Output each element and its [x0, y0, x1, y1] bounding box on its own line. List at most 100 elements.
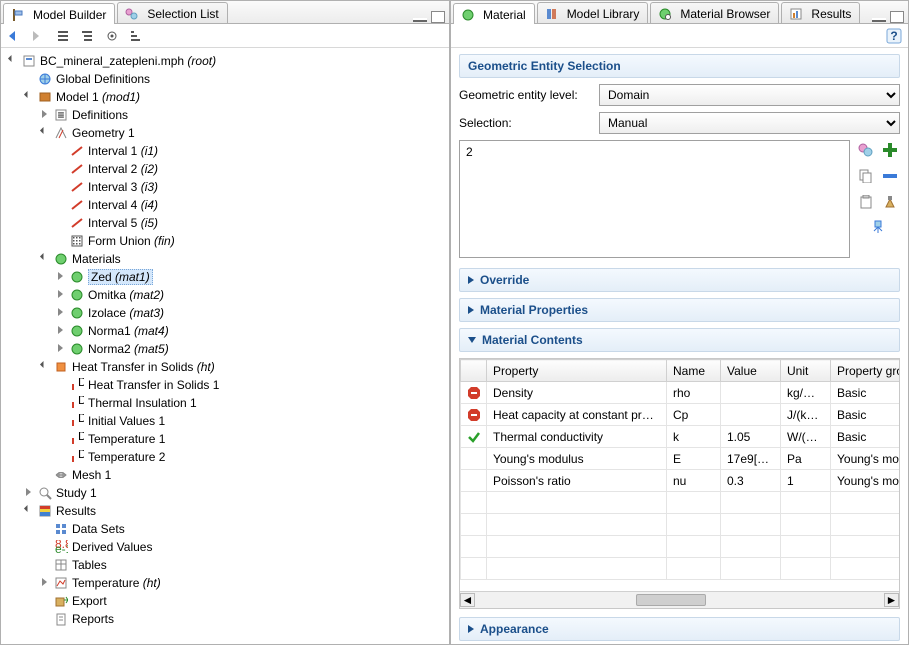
selection-label: Selection: — [459, 116, 599, 130]
section-geometric-entity[interactable]: Geometric Entity Selection — [459, 54, 900, 78]
value-cell[interactable]: 17e9[Pa] — [721, 448, 781, 470]
tab-model-builder[interactable]: Model Builder — [3, 3, 115, 24]
selection-select[interactable]: Manual — [599, 112, 900, 134]
chevron-right-icon — [468, 306, 474, 314]
tree-geometry[interactable]: Geometry 1 — [3, 124, 447, 142]
tree-interval-4[interactable]: Interval 4 (i4) — [3, 196, 447, 214]
show-button[interactable] — [103, 27, 121, 45]
table-row[interactable]: Heat capacity at constant pr…CpJ/(kg…Bas… — [461, 404, 900, 426]
tree-material-5[interactable]: Norma2 (mat5) — [3, 340, 447, 358]
tree-heat-child-2[interactable]: DThermal Insulation 1 — [3, 394, 447, 412]
tree-results-child-5[interactable]: Export — [3, 592, 447, 610]
horizontal-scrollbar[interactable]: ◄ ► — [460, 591, 899, 608]
col-header[interactable]: Property group — [831, 360, 900, 382]
table-row — [461, 558, 900, 580]
forward-button[interactable] — [31, 27, 49, 45]
maximize-icon[interactable] — [431, 11, 445, 23]
minimize-icon[interactable] — [872, 18, 886, 22]
remove-icon[interactable] — [880, 166, 900, 186]
value-cell[interactable]: 1.05 — [721, 426, 781, 448]
collapse-all-button[interactable] — [55, 27, 73, 45]
value-cell[interactable] — [721, 404, 781, 426]
section-material-contents[interactable]: Material Contents — [459, 328, 900, 352]
col-header[interactable] — [461, 360, 487, 382]
tree-interval-2[interactable]: Interval 2 (i2) — [3, 160, 447, 178]
tree-heat-child-5[interactable]: DTemperature 2 — [3, 448, 447, 466]
tree-heat-transfer[interactable]: Heat Transfer in Solids (ht) — [3, 358, 447, 376]
tree-results-child-3[interactable]: Tables — [3, 556, 447, 574]
tab-selection-list[interactable]: Selection List — [117, 2, 227, 23]
tree-results[interactable]: Results — [3, 502, 447, 520]
expand-all-button[interactable] — [79, 27, 97, 45]
maximize-icon[interactable] — [890, 11, 904, 23]
contents-table[interactable]: PropertyNameValueUnitProperty groupDensi… — [460, 359, 899, 580]
tree-model[interactable]: Model 1 (mod1) — [3, 88, 447, 106]
name-cell: Cp — [667, 404, 721, 426]
tree-interval-3[interactable]: Interval 3 (i3) — [3, 178, 447, 196]
section-override[interactable]: Override — [459, 268, 900, 292]
tree-root[interactable]: BC_mineral_zatepleni.mph (root) — [3, 52, 447, 70]
tree-mesh[interactable]: Mesh 1 — [3, 466, 447, 484]
entity-level-select[interactable]: Domain — [599, 84, 900, 106]
section-appearance[interactable]: Appearance — [459, 617, 900, 641]
col-header[interactable]: Unit — [781, 360, 831, 382]
value-cell[interactable] — [721, 382, 781, 404]
create-selection-icon[interactable] — [856, 140, 876, 160]
name-cell: nu — [667, 470, 721, 492]
tree-label: Materials — [72, 252, 121, 266]
help-button[interactable]: ? — [886, 28, 902, 44]
tree-form-union[interactable]: Form Union (fin) — [3, 232, 447, 250]
scroll-left-icon[interactable]: ◄ — [460, 593, 475, 607]
tree-material-3[interactable]: Izolace (mat3) — [3, 304, 447, 322]
tree-study[interactable]: Study 1 — [3, 484, 447, 502]
tree-results-child-1[interactable]: Data Sets — [3, 520, 447, 538]
tree-interval-5[interactable]: Interval 5 (i5) — [3, 214, 447, 232]
selection-listbox[interactable]: 2 — [459, 140, 850, 258]
tree-label: Reports — [72, 612, 114, 626]
sort-button[interactable] — [127, 27, 145, 45]
tree-results-child-2[interactable]: 8.85e-12Derived Values — [3, 538, 447, 556]
tree-heat-child-4[interactable]: DTemperature 1 — [3, 430, 447, 448]
entity-level-label: Geometric entity level: — [459, 88, 599, 102]
selection-list-row: 2 — [459, 140, 900, 258]
tree-material-2[interactable]: Omitka (mat2) — [3, 286, 447, 304]
table-row[interactable]: Poisson's rationu0.31Young's modulus — [461, 470, 900, 492]
tab-material[interactable]: Material — [453, 3, 535, 24]
tree-definitions[interactable]: ≡Definitions — [3, 106, 447, 124]
tree-global-definitions[interactable]: Global Definitions — [3, 70, 447, 88]
tab-model-library[interactable]: Model Library — [537, 2, 649, 23]
tree-interval-1[interactable]: Interval 1 (i1) — [3, 142, 447, 160]
table-row[interactable]: Thermal conductivityk1.05W/(…Basic — [461, 426, 900, 448]
tree-results-child-4[interactable]: Temperature (ht) — [3, 574, 447, 592]
section-material-properties[interactable]: Material Properties — [459, 298, 900, 322]
paste-icon[interactable] — [856, 192, 876, 212]
tree-materials[interactable]: Materials — [3, 250, 447, 268]
back-button[interactable] — [7, 27, 25, 45]
tree-heat-child-3[interactable]: DInitial Values 1 — [3, 412, 447, 430]
material-browser-icon — [657, 6, 673, 22]
table-row[interactable]: Densityrhokg/…Basic — [461, 382, 900, 404]
add-icon[interactable] — [880, 140, 900, 160]
tree-icon: D — [69, 395, 85, 411]
table-row[interactable]: Young's modulusE17e9[Pa]PaYoung's modulu… — [461, 448, 900, 470]
tree-results-child-6[interactable]: Reports — [3, 610, 447, 628]
selection-item[interactable]: 2 — [466, 145, 843, 159]
value-cell[interactable]: 0.3 — [721, 470, 781, 492]
copy-icon[interactable] — [856, 166, 876, 186]
tree-material-1[interactable]: Zed (mat1) — [3, 268, 447, 286]
scroll-right-icon[interactable]: ► — [884, 593, 899, 607]
tree-material-4[interactable]: Norma1 (mat4) — [3, 322, 447, 340]
col-header[interactable]: Property — [487, 360, 667, 382]
tab-results[interactable]: Results — [781, 2, 860, 23]
col-header[interactable]: Name — [667, 360, 721, 382]
section-title: Override — [480, 273, 529, 287]
zoom-selection-icon[interactable] — [868, 218, 888, 238]
minimize-icon[interactable] — [413, 18, 427, 22]
clear-icon[interactable] — [880, 192, 900, 212]
panel-controls — [413, 11, 449, 23]
tree-heat-child-1[interactable]: DHeat Transfer in Solids 1 — [3, 376, 447, 394]
scroll-thumb[interactable] — [636, 594, 706, 606]
model-tree[interactable]: BC_mineral_zatepleni.mph (root)Global De… — [1, 48, 449, 644]
tab-material-browser[interactable]: Material Browser — [650, 2, 779, 23]
col-header[interactable]: Value — [721, 360, 781, 382]
